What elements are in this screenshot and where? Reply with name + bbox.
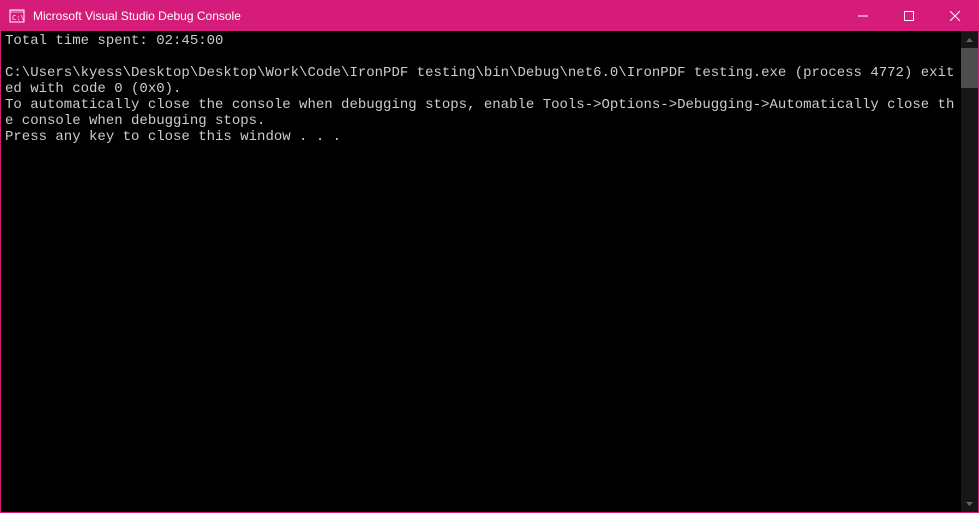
scrollbar-track[interactable] (961, 48, 978, 495)
app-icon: C:\ (9, 8, 25, 24)
console-area: Total time spent: 02:45:00 C:\Users\kyes… (1, 31, 978, 512)
scrollbar-up-arrow[interactable] (961, 31, 978, 48)
maximize-button[interactable] (886, 1, 932, 31)
svg-text:C:\: C:\ (12, 14, 25, 22)
minimize-button[interactable] (840, 1, 886, 31)
window-title: Microsoft Visual Studio Debug Console (33, 9, 840, 23)
scrollbar-thumb[interactable] (961, 48, 978, 88)
titlebar[interactable]: C:\ Microsoft Visual Studio Debug Consol… (1, 1, 978, 31)
console-output[interactable]: Total time spent: 02:45:00 C:\Users\kyes… (1, 31, 961, 512)
vertical-scrollbar[interactable] (961, 31, 978, 512)
window-controls (840, 1, 978, 31)
debug-console-window: C:\ Microsoft Visual Studio Debug Consol… (0, 0, 979, 513)
close-button[interactable] (932, 1, 978, 31)
scrollbar-down-arrow[interactable] (961, 495, 978, 512)
